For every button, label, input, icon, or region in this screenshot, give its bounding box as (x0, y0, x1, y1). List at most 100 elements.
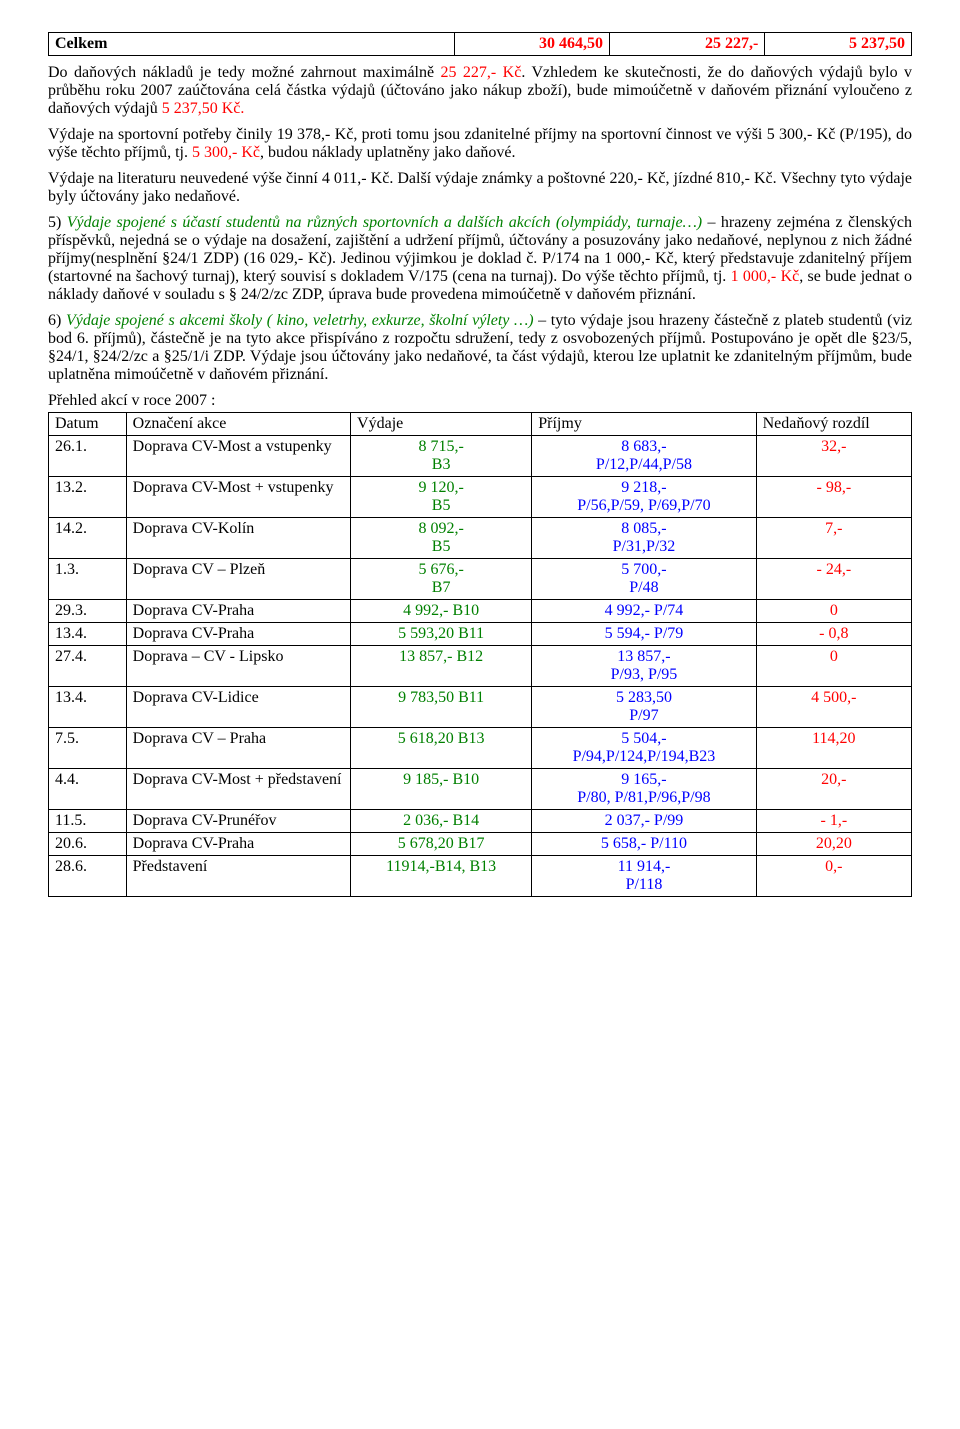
table-cell: 9 783,50 B11 (351, 687, 532, 728)
table-cell: Doprava CV-Praha (126, 623, 350, 646)
table-cell: - 0,8 (756, 623, 911, 646)
table-cell: 9 218,-P/56,P/59, P/69,P/70 (532, 477, 756, 518)
table-row: 20.6.Doprava CV-Praha5 678,20 B175 658,-… (49, 833, 912, 856)
th-action: Označení akce (126, 413, 350, 436)
table-cell: 11.5. (49, 810, 127, 833)
table-cell: 14.2. (49, 518, 127, 559)
table-cell: 32,- (756, 436, 911, 477)
table-cell: 27.4. (49, 646, 127, 687)
summary-col3: 5 237,50 (765, 33, 912, 56)
summary-table: Celkem 30 464,50 25 227,- 5 237,50 (48, 32, 912, 56)
table-cell: Doprava CV-Most + vstupenky (126, 477, 350, 518)
item6-title: Výdaje spojené s akcemi školy ( kino, ve… (66, 312, 534, 329)
table-cell: Doprava CV-Prunéřov (126, 810, 350, 833)
table-cell: 0 (756, 600, 911, 623)
item5-number: 5) (48, 214, 67, 231)
table-cell: 13.4. (49, 687, 127, 728)
table-cell: 2 037,- P/99 (532, 810, 756, 833)
table-cell: - 1,- (756, 810, 911, 833)
table-cell: 2 036,- B14 (351, 810, 532, 833)
summary-col2: 25 227,- (609, 33, 764, 56)
table-cell: 9 185,- B10 (351, 769, 532, 810)
table-cell: 7,- (756, 518, 911, 559)
table-cell: 5 678,20 B17 (351, 833, 532, 856)
table-row: 1.3.Doprava CV – Plzeň5 676,-B75 700,-P/… (49, 559, 912, 600)
table-cell: 5 618,20 B13 (351, 728, 532, 769)
p1-text-a: Do daňových nákladů je tedy možné zahrno… (48, 64, 441, 81)
table-row: 26.1.Doprava CV-Most a vstupenky8 715,-B… (49, 436, 912, 477)
table-row: 13.4.Doprava CV-Lidice9 783,50 B115 283,… (49, 687, 912, 728)
summary-label: Celkem (49, 33, 455, 56)
table-cell: 29.3. (49, 600, 127, 623)
item6-number: 6) (48, 312, 66, 329)
table-cell: Doprava CV-Lidice (126, 687, 350, 728)
table-header-row: Datum Označení akce Výdaje Příjmy Nedaňo… (49, 413, 912, 436)
p1-amount-d: 5 237,50 Kč. (162, 100, 245, 117)
table-row: 14.2.Doprava CV-Kolín8 092,-B58 085,-P/3… (49, 518, 912, 559)
item5-amount: 1 000,- Kč (731, 268, 800, 285)
table-cell: 11914,-B14, B13 (351, 856, 532, 897)
table-cell: 13 857,-P/93, P/95 (532, 646, 756, 687)
item-5: 5) Výdaje spojené s účastí studentů na r… (48, 214, 912, 304)
table-cell: Doprava CV – Plzeň (126, 559, 350, 600)
item5-title: Výdaje spojené s účastí studentů na různ… (67, 214, 702, 231)
table-cell: Doprava CV-Praha (126, 833, 350, 856)
table-cell: 8 092,-B5 (351, 518, 532, 559)
actions-table: Datum Označení akce Výdaje Příjmy Nedaňo… (48, 412, 912, 897)
table-cell: 8 715,-B3 (351, 436, 532, 477)
table-cell: 5 676,-B7 (351, 559, 532, 600)
table-cell: 11 914,-P/118 (532, 856, 756, 897)
table-cell: 0 (756, 646, 911, 687)
p2-amount: 5 300,- Kč (192, 144, 260, 161)
table-cell: 9 120,-B5 (351, 477, 532, 518)
table-cell: 114,20 (756, 728, 911, 769)
table-cell: - 98,- (756, 477, 911, 518)
table-cell: 4 500,- (756, 687, 911, 728)
table-cell: 20.6. (49, 833, 127, 856)
table-row: 13.2.Doprava CV-Most + vstupenky9 120,-B… (49, 477, 912, 518)
table-cell: Doprava CV-Most + představení (126, 769, 350, 810)
table-row: 7.5.Doprava CV – Praha5 618,20 B135 504,… (49, 728, 912, 769)
table-cell: 5 658,- P/110 (532, 833, 756, 856)
table-row: 29.3.Doprava CV-Praha4 992,- B104 992,- … (49, 600, 912, 623)
table-cell: 26.1. (49, 436, 127, 477)
th-diff: Nedaňový rozdíl (756, 413, 911, 436)
table-cell: 4 992,- B10 (351, 600, 532, 623)
table-cell: Představení (126, 856, 350, 897)
table-cell: 5 700,-P/48 (532, 559, 756, 600)
table-cell: - 24,- (756, 559, 911, 600)
table-cell: Doprava CV-Most a vstupenky (126, 436, 350, 477)
p1-amount-b: 25 227,- Kč (441, 64, 522, 81)
paragraph-3: Výdaje na literaturu neuvedené výše činn… (48, 170, 912, 206)
table-row: 13.4.Doprava CV-Praha5 593,20 B115 594,-… (49, 623, 912, 646)
table-cell: Doprava – CV - Lipsko (126, 646, 350, 687)
table-cell: 5 594,- P/79 (532, 623, 756, 646)
table-cell: 5 593,20 B11 (351, 623, 532, 646)
table-cell: Doprava CV-Kolín (126, 518, 350, 559)
table-cell: 5 504,-P/94,P/124,P/194,B23 (532, 728, 756, 769)
table-cell: Doprava CV-Praha (126, 600, 350, 623)
overview-label: Přehled akcí v roce 2007 : (48, 392, 912, 410)
item-6: 6) Výdaje spojené s akcemi školy ( kino,… (48, 312, 912, 384)
th-date: Datum (49, 413, 127, 436)
table-cell: 13.2. (49, 477, 127, 518)
table-cell: 20,20 (756, 833, 911, 856)
table-cell: 13 857,- B12 (351, 646, 532, 687)
table-cell: 1.3. (49, 559, 127, 600)
table-row: 27.4.Doprava – CV - Lipsko13 857,- B1213… (49, 646, 912, 687)
table-cell: 7.5. (49, 728, 127, 769)
table-cell: 8 683,-P/12,P/44,P/58 (532, 436, 756, 477)
table-row: 4.4.Doprava CV-Most + představení9 185,-… (49, 769, 912, 810)
table-row: 28.6.Představení11914,-B14, B1311 914,-P… (49, 856, 912, 897)
table-cell: 13.4. (49, 623, 127, 646)
p2-text-c: , budou náklady uplatněny jako daňové. (260, 144, 516, 161)
table-row: 11.5.Doprava CV-Prunéřov2 036,- B142 037… (49, 810, 912, 833)
th-expense: Výdaje (351, 413, 532, 436)
paragraph-1: Do daňových nákladů je tedy možné zahrno… (48, 64, 912, 118)
table-cell: 28.6. (49, 856, 127, 897)
th-income: Příjmy (532, 413, 756, 436)
table-cell: 20,- (756, 769, 911, 810)
table-cell: 8 085,-P/31,P/32 (532, 518, 756, 559)
table-cell: 5 283,50P/97 (532, 687, 756, 728)
summary-row: Celkem 30 464,50 25 227,- 5 237,50 (49, 33, 912, 56)
